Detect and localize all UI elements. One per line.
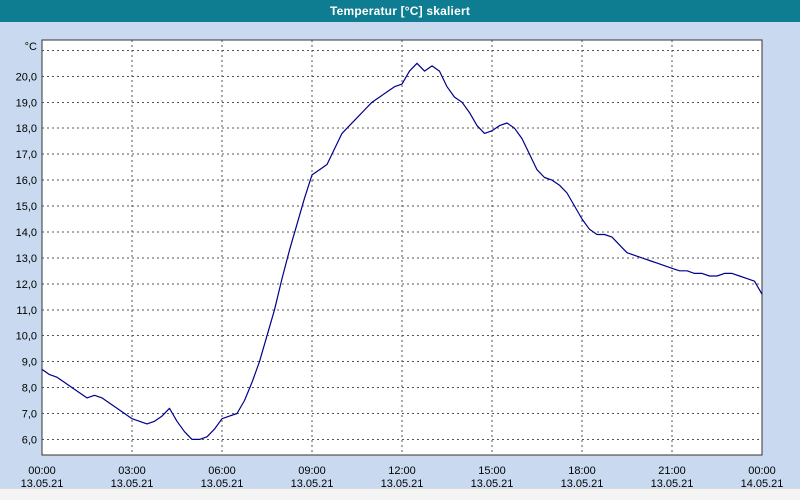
y-tick-label: 15,0 xyxy=(16,201,37,213)
y-tick-label: 17,0 xyxy=(16,149,37,161)
temperature-line xyxy=(41,62,763,440)
x-tick-date-label: 14.05.21 xyxy=(741,478,784,488)
x-tick-time-label: 00:00 xyxy=(28,465,56,477)
temperature-line-chart: 6,0 7,0 8,0 9,0 10,0 11,0 12,0 13,0 14,0 15,0 16,0… xyxy=(16,39,784,488)
y-tick-label: 10,0 xyxy=(16,331,37,343)
y-tick-label: 7,0 xyxy=(22,409,37,421)
y-tick-label: 20,0 xyxy=(16,71,37,83)
y-tick-label: 16,0 xyxy=(16,175,37,187)
x-tick-time-label: 03:00 xyxy=(118,465,146,477)
x-tick-time-label: 18:00 xyxy=(568,465,596,477)
chart-title: Temperatur [°C] skaliert xyxy=(329,4,471,18)
x-tick-date-label: 13.05.21 xyxy=(111,478,154,488)
x-tick-date-label: 13.05.21 xyxy=(651,478,694,488)
x-tick-date-label: 13.05.21 xyxy=(381,478,424,488)
x-tick-time-label: 21:00 xyxy=(658,465,686,477)
y-tick-label: 12,0 xyxy=(16,279,37,291)
x-tick-date-label: 13.05.21 xyxy=(21,478,64,488)
y-tick-label: 11,0 xyxy=(16,305,37,317)
y-tick-label: 8,0 xyxy=(22,383,37,395)
x-tick-time-label: 00:00 xyxy=(748,465,776,477)
y-tick-label: 18,0 xyxy=(16,123,37,135)
chart-area: 6,0 7,0 8,0 9,0 10,0 11,0 12,0 13,0 14,0 15,0 16,0… xyxy=(0,22,800,488)
y-tick-label: 19,0 xyxy=(16,97,37,109)
y-axis-unit-label: °C xyxy=(25,41,37,53)
x-tick-date-label: 13.05.21 xyxy=(291,478,334,488)
y-tick-label: 6,0 xyxy=(22,434,37,446)
x-tick-time-label: 15:00 xyxy=(478,465,506,477)
y-tick-label: 13,0 xyxy=(16,253,37,265)
bottom-strip xyxy=(0,488,800,500)
plot-border xyxy=(41,39,763,456)
x-tick-date-label: 13.05.21 xyxy=(561,478,604,488)
x-tick-time-label: 09:00 xyxy=(298,465,326,477)
x-tick-date-label: 13.05.21 xyxy=(471,478,514,488)
x-tick-time-label: 06:00 xyxy=(208,465,236,477)
y-tick-label: 9,0 xyxy=(22,357,37,369)
chart-title-bar: Temperatur [°C] skaliert xyxy=(0,0,800,22)
x-tick-date-label: 13.05.21 xyxy=(201,478,244,488)
y-tick-label: 14,0 xyxy=(16,227,37,239)
x-tick-time-label: 12:00 xyxy=(388,465,416,477)
